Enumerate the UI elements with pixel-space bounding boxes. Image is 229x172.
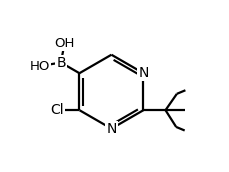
Text: B: B <box>56 56 65 69</box>
Text: OH: OH <box>54 37 74 50</box>
Text: HO: HO <box>29 60 50 73</box>
Text: N: N <box>106 122 116 136</box>
Text: N: N <box>138 66 148 80</box>
Text: Cl: Cl <box>50 103 64 117</box>
